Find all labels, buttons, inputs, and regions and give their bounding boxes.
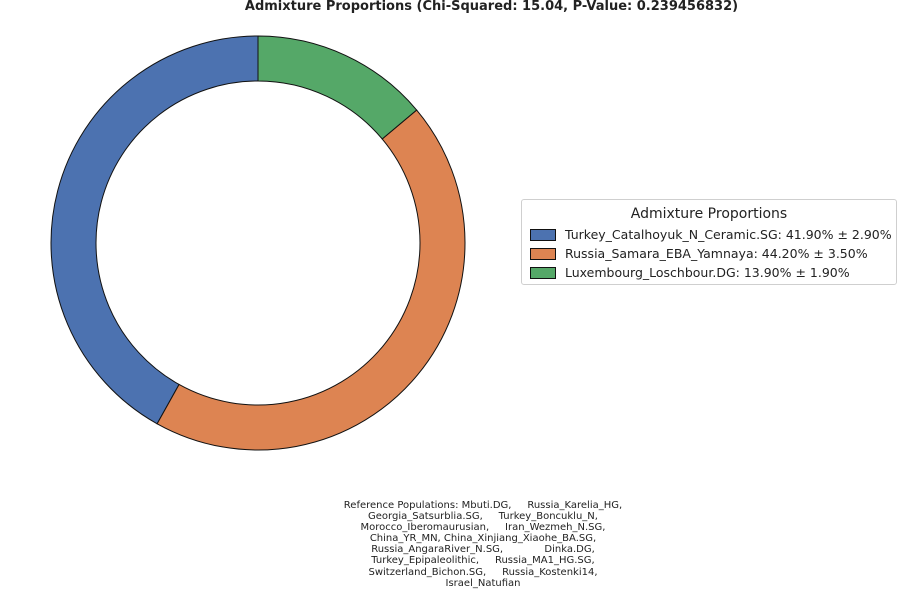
donut-slice-2 <box>156 109 466 451</box>
legend-title: Admixture Proportions <box>630 206 788 222</box>
legend-label: Russia_Samara_EBA_Yamnaya: 44.20% ± 3.50… <box>565 246 868 261</box>
legend-swatch <box>530 247 556 260</box>
footnote-line: Switzerland_Bichon.SG, Russia_Kostenki14… <box>368 566 598 578</box>
chart-title: Admixture Proportions (Chi-Squared: 15.0… <box>244 0 739 14</box>
legend-label: Turkey_Catalhoyuk_N_Ceramic.SG: 41.90% ±… <box>565 227 892 242</box>
legend-swatch <box>530 266 556 279</box>
legend-item-3: Luxembourg_Loschbour.DG: 13.90% ± 1.90% <box>530 263 896 282</box>
donut-slice-3 <box>257 35 418 140</box>
footnote-line: Georgia_Satsurblia.SG, Turkey_Boncuklu_N… <box>368 511 598 523</box>
reference-populations-note: Reference Populations: Mbuti.DG, Russia_… <box>291 500 675 589</box>
donut-slice-1 <box>50 35 259 425</box>
footnote-line: China_YR_MN, China_Xinjiang_Xiaohe_BA.SG… <box>369 533 597 545</box>
legend-item-1: Turkey_Catalhoyuk_N_Ceramic.SG: 41.90% ±… <box>530 225 896 244</box>
footnote-line: Reference Populations: Mbuti.DG, Russia_… <box>343 500 623 511</box>
footnote-line: Israel_Natufian <box>445 577 521 589</box>
legend-items: Turkey_Catalhoyuk_N_Ceramic.SG: 41.90% ±… <box>522 225 896 282</box>
footnote-line: Morocco_Iberomaurusian, Iran_Wezmeh_N.SG… <box>360 522 606 534</box>
legend-swatch <box>530 228 556 241</box>
legend-label: Luxembourg_Loschbour.DG: 13.90% ± 1.90% <box>565 265 850 280</box>
footnote-line: Turkey_Epipaleolithic, Russia_MA1_HG.SG, <box>371 555 595 567</box>
legend: Admixture Proportions Turkey_Catalhoyuk_… <box>521 199 897 285</box>
legend-item-2: Russia_Samara_EBA_Yamnaya: 44.20% ± 3.50… <box>530 244 896 263</box>
footnote-line: Russia_AngaraRiver_N.SG, Dinka.DG, <box>371 544 595 556</box>
